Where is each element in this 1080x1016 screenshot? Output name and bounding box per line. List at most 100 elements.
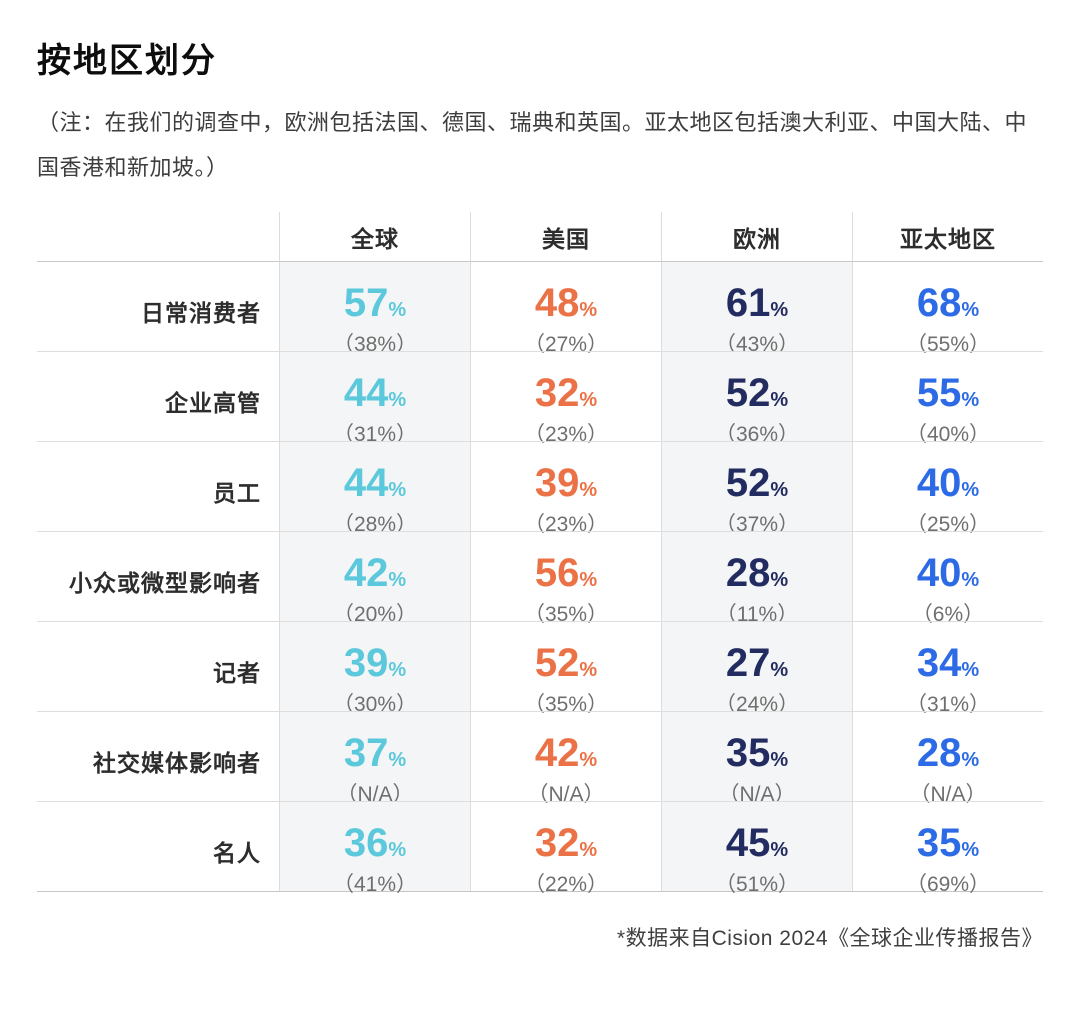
value-cell-us: 48% （27%）: [470, 261, 661, 356]
current-value: 35%: [726, 732, 788, 781]
previous-value: （N/A）: [909, 783, 987, 806]
previous-value: （38%）: [332, 333, 418, 356]
current-value: 44%: [344, 372, 406, 421]
previous-value: （24%）: [714, 693, 800, 716]
percent-sign: %: [388, 299, 407, 321]
column-header-us: 美国: [470, 212, 661, 261]
current-value-number: 27: [725, 641, 771, 685]
note-text: （注：在我们的调查中，欧洲包括法国、德国、瑞典和英国。亚太地区包括澳大利亚、中国…: [37, 110, 1028, 180]
value-cell-europe: 27% （24%）: [661, 621, 852, 716]
current-value-number: 48: [534, 281, 580, 325]
value-cell-us: 42% （N/A）: [470, 711, 661, 806]
current-value-number: 52: [534, 641, 580, 685]
current-value-number: 28: [725, 551, 771, 595]
row-label: 社交媒体影响者: [37, 711, 279, 801]
current-value: 32%: [535, 822, 597, 871]
current-value-number: 36: [343, 821, 389, 865]
previous-value: （20%）: [332, 603, 418, 626]
percent-sign: %: [770, 299, 789, 321]
previous-value: （51%）: [714, 873, 800, 896]
value-cell-global: 57% （38%）: [279, 261, 470, 356]
current-value-number: 56: [534, 551, 580, 595]
previous-value: （28%）: [332, 513, 418, 536]
current-value-number: 52: [725, 461, 771, 505]
current-value-number: 57: [343, 281, 389, 325]
percent-sign: %: [961, 389, 980, 411]
previous-value: （35%）: [523, 693, 609, 716]
current-value-number: 42: [343, 551, 389, 595]
percent-sign: %: [579, 839, 598, 861]
percent-sign: %: [388, 569, 407, 591]
row-label: 小众或微型影响者: [37, 531, 279, 621]
percent-sign: %: [579, 659, 598, 681]
percent-sign: %: [770, 479, 789, 501]
previous-value: （22%）: [523, 873, 609, 896]
current-value-number: 35: [725, 731, 771, 775]
value-cell-us: 52% （35%）: [470, 621, 661, 716]
percent-sign: %: [579, 389, 598, 411]
value-cell-us: 39% （23%）: [470, 441, 661, 536]
percent-sign: %: [388, 389, 407, 411]
column-header-europe: 欧洲: [661, 212, 852, 261]
percent-sign: %: [961, 839, 980, 861]
percent-sign: %: [579, 299, 598, 321]
current-value: 48%: [535, 282, 597, 331]
percent-sign: %: [770, 569, 789, 591]
current-value: 36%: [344, 822, 406, 871]
current-value-number: 40: [916, 461, 962, 505]
column-header-apac: 亚太地区: [852, 212, 1043, 261]
table-corner-cell: [37, 212, 279, 261]
current-value-number: 40: [916, 551, 962, 595]
previous-value: （N/A）: [336, 783, 414, 806]
current-value: 42%: [344, 552, 406, 601]
previous-value: （N/A）: [527, 783, 605, 806]
current-value-number: 68: [916, 281, 962, 325]
current-value: 39%: [344, 642, 406, 691]
current-value: 34%: [917, 642, 979, 691]
current-value-number: 37: [343, 731, 389, 775]
current-value-number: 52: [725, 371, 771, 415]
row-label: 名人: [37, 801, 279, 891]
previous-value: （11%）: [715, 603, 799, 626]
row-label: 记者: [37, 621, 279, 711]
percent-sign: %: [770, 749, 789, 771]
previous-value: （23%）: [523, 513, 609, 536]
value-cell-us: 32% （22%）: [470, 801, 661, 896]
percent-sign: %: [579, 479, 598, 501]
current-value: 57%: [344, 282, 406, 331]
percent-sign: %: [388, 839, 407, 861]
value-cell-global: 44% （28%）: [279, 441, 470, 536]
current-value-number: 39: [534, 461, 580, 505]
current-value: 42%: [535, 732, 597, 781]
previous-value: （30%）: [332, 693, 418, 716]
value-cell-global: 39% （30%）: [279, 621, 470, 716]
value-cell-apac: 68% （55%）: [852, 261, 1043, 356]
current-value: 56%: [535, 552, 597, 601]
value-cell-apac: 40% （25%）: [852, 441, 1043, 536]
previous-value: （37%）: [714, 513, 800, 536]
percent-sign: %: [770, 389, 789, 411]
previous-value: （6%）: [911, 603, 985, 626]
current-value: 27%: [726, 642, 788, 691]
previous-value: （41%）: [332, 873, 418, 896]
value-cell-apac: 40% （6%）: [852, 531, 1043, 626]
current-value-number: 39: [343, 641, 389, 685]
current-value-number: 28: [916, 731, 962, 775]
percent-sign: %: [770, 839, 789, 861]
current-value: 39%: [535, 462, 597, 511]
previous-value: （55%）: [905, 333, 991, 356]
source-footnote: *数据来自Cision 2024《全球企业传播报告》: [616, 927, 1043, 950]
current-value: 55%: [917, 372, 979, 421]
current-value: 52%: [726, 462, 788, 511]
column-header-global: 全球: [279, 212, 470, 261]
value-cell-europe: 61% （43%）: [661, 261, 852, 356]
percent-sign: %: [388, 749, 407, 771]
previous-value: （35%）: [523, 603, 609, 626]
row-label: 企业高管: [37, 351, 279, 441]
previous-value: （36%）: [714, 423, 800, 446]
value-cell-apac: 28% （N/A）: [852, 711, 1043, 806]
current-value: 68%: [917, 282, 979, 331]
value-cell-us: 56% （35%）: [470, 531, 661, 626]
percent-sign: %: [579, 569, 598, 591]
